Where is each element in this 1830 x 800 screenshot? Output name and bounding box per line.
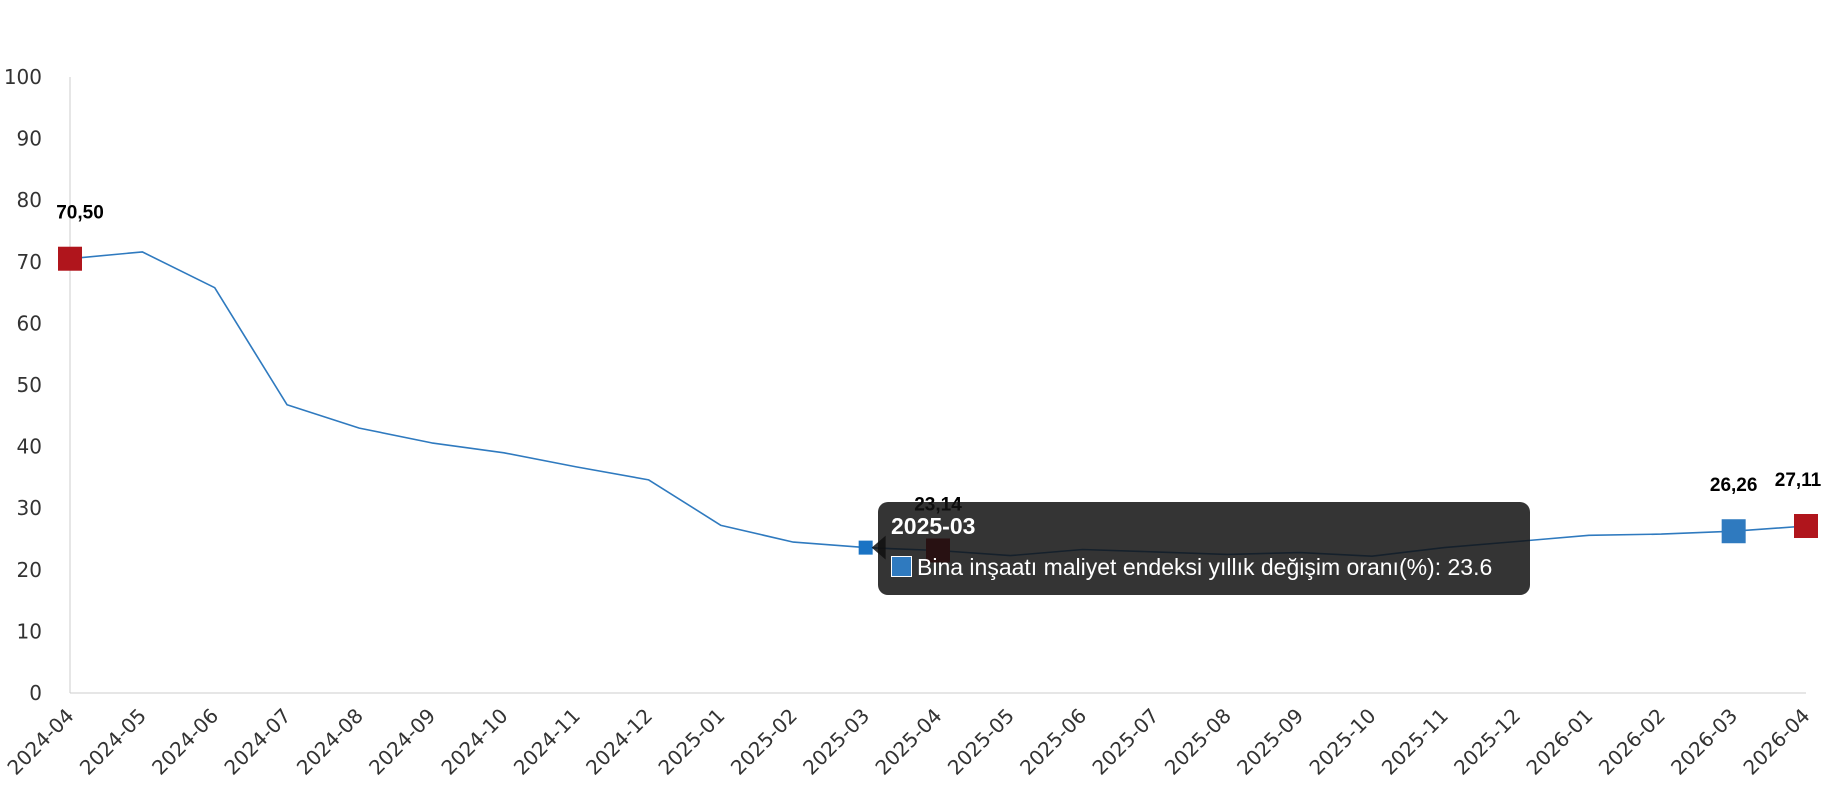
x-tick-label: 2025-08 — [1160, 704, 1236, 780]
x-tick-label: 2024-04 — [2, 704, 78, 780]
x-tick-label: 2024-09 — [364, 704, 440, 780]
y-tick-label: 40 — [17, 435, 42, 459]
y-tick-label: 70 — [17, 250, 42, 274]
y-tick-label: 100 — [4, 65, 42, 89]
x-tick-label: 2024-12 — [581, 704, 657, 780]
tooltip-series-text: Bina inşaatı maliyet endeksi yıllık deği… — [917, 554, 1493, 580]
y-tick-label: 20 — [17, 558, 42, 582]
x-axis-ticks: 2024-042024-052024-062024-072024-082024-… — [2, 704, 1814, 780]
y-axis-ticks: 0 10 20 30 40 50 60 70 80 90 100 — [4, 65, 42, 705]
x-tick-label: 2024-10 — [436, 704, 512, 780]
x-tick-label: 2024-06 — [147, 704, 223, 780]
chart-axes — [69, 77, 1806, 694]
x-tick-label: 2024-05 — [75, 704, 151, 780]
data-label: 26,26 — [1710, 475, 1758, 496]
x-tick-label: 2025-12 — [1449, 704, 1525, 780]
x-tick-label: 2025-01 — [653, 704, 729, 780]
tooltip-series-swatch — [891, 556, 912, 577]
y-tick-label: 80 — [17, 188, 42, 212]
x-tick-label: 2025-03 — [798, 704, 874, 780]
y-tick-label: 90 — [17, 127, 42, 151]
x-tick-label: 2026-03 — [1666, 704, 1742, 780]
x-tick-label: 2026-01 — [1521, 704, 1597, 780]
tooltip-row: Bina inşaatı maliyet endeksi yıllık deği… — [891, 554, 1492, 581]
x-tick-label: 2025-04 — [870, 704, 946, 780]
y-tick-label: 60 — [17, 311, 42, 335]
y-tick-label: 0 — [29, 681, 42, 705]
x-tick-label: 2026-04 — [1738, 704, 1814, 780]
x-tick-label: 2024-11 — [509, 704, 585, 780]
y-tick-label: 30 — [17, 496, 42, 520]
x-tick-label: 2024-07 — [219, 704, 295, 780]
data-point-marker[interactable] — [58, 246, 82, 271]
x-tick-label: 2025-06 — [1015, 704, 1091, 780]
x-tick-label: 2026-02 — [1594, 704, 1670, 780]
data-point-marker[interactable] — [1794, 514, 1818, 539]
x-tick-label: 2025-05 — [943, 704, 1019, 780]
x-tick-label: 2025-11 — [1377, 704, 1453, 780]
data-label: 70,50 — [56, 203, 104, 224]
hovered-point-marker[interactable] — [858, 540, 873, 555]
data-point-marker[interactable] — [1721, 519, 1746, 544]
x-tick-label: 2025-10 — [1304, 704, 1380, 780]
tooltip-title: 2025-03 — [891, 513, 976, 539]
x-tick-label: 2025-07 — [1087, 704, 1163, 780]
x-tick-label: 2024-08 — [292, 704, 368, 780]
data-label: 27,11 — [1775, 470, 1822, 491]
x-tick-label: 2025-02 — [726, 704, 802, 780]
x-tick-label: 2025-09 — [1232, 704, 1308, 780]
chart-tooltip: 2025-03 Bina inşaatı maliyet endeksi yıl… — [878, 502, 1530, 595]
y-tick-label: 10 — [17, 619, 42, 643]
y-tick-label: 50 — [17, 373, 42, 397]
